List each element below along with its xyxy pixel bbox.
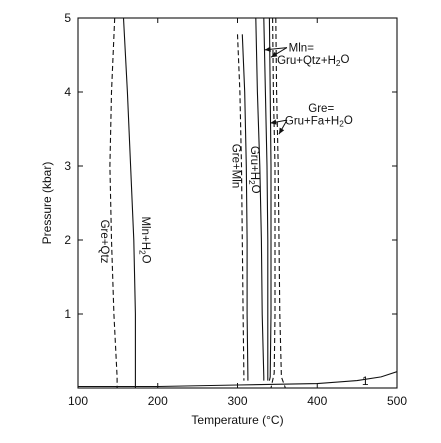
label-gre-qtz: Gre+Qtz	[98, 220, 110, 264]
curve-4	[255, 18, 265, 381]
curve-7	[275, 18, 286, 388]
y-tick-label: 1	[64, 307, 71, 321]
curve-0	[109, 18, 118, 388]
annotation-2: Gre=	[308, 103, 334, 115]
leader-mln-b-head	[270, 51, 278, 58]
x-tick-label: 100	[68, 394, 88, 408]
leader-mln-a-head	[264, 46, 271, 52]
curve-2	[236, 34, 245, 381]
x-tick-label: 200	[148, 394, 168, 408]
curve-5	[263, 18, 269, 381]
curve-labels: Gre+Qtz Mln+H2O Gre+Mln Gru+H2O 1 Mln=Gru+Qtz…	[98, 42, 369, 388]
leader-gre-a-head	[270, 119, 277, 125]
curve-6	[268, 18, 272, 381]
x-tick-label: 300	[227, 394, 247, 408]
plot-frame	[77, 17, 398, 389]
annotation-3: Gru+Fa+H2O	[285, 115, 353, 129]
y-axis-label: Pressure (kbar)	[40, 162, 54, 245]
curve-9	[78, 371, 397, 388]
axes: 100 200 300 400 500 1 2 3 4 5	[64, 11, 407, 408]
leader-gre-b-head	[278, 127, 285, 135]
label-gre-mln: Gre+Mln	[230, 144, 242, 188]
curve-1	[122, 18, 136, 388]
annotation-0: Mln=	[289, 42, 315, 54]
y-tick-label: 4	[64, 85, 71, 99]
reaction-curves	[78, 18, 397, 388]
x-tick-label: 500	[387, 394, 407, 408]
label-curve-1: 1	[362, 374, 369, 388]
y-tick-label: 3	[64, 159, 71, 173]
y-tick-label: 2	[64, 233, 71, 247]
x-tick-label: 400	[307, 394, 327, 408]
label-mln-h2o: Mln+H2O	[138, 216, 152, 263]
curve-8	[270, 18, 276, 388]
x-axis-label: Temperature (°C)	[191, 413, 283, 427]
annotation-1: Gru+Qtz+H2O	[277, 54, 349, 68]
y-tick-label: 5	[64, 11, 71, 25]
curve-3	[241, 34, 249, 381]
label-gru-h2o: Gru+H2O	[247, 146, 261, 194]
